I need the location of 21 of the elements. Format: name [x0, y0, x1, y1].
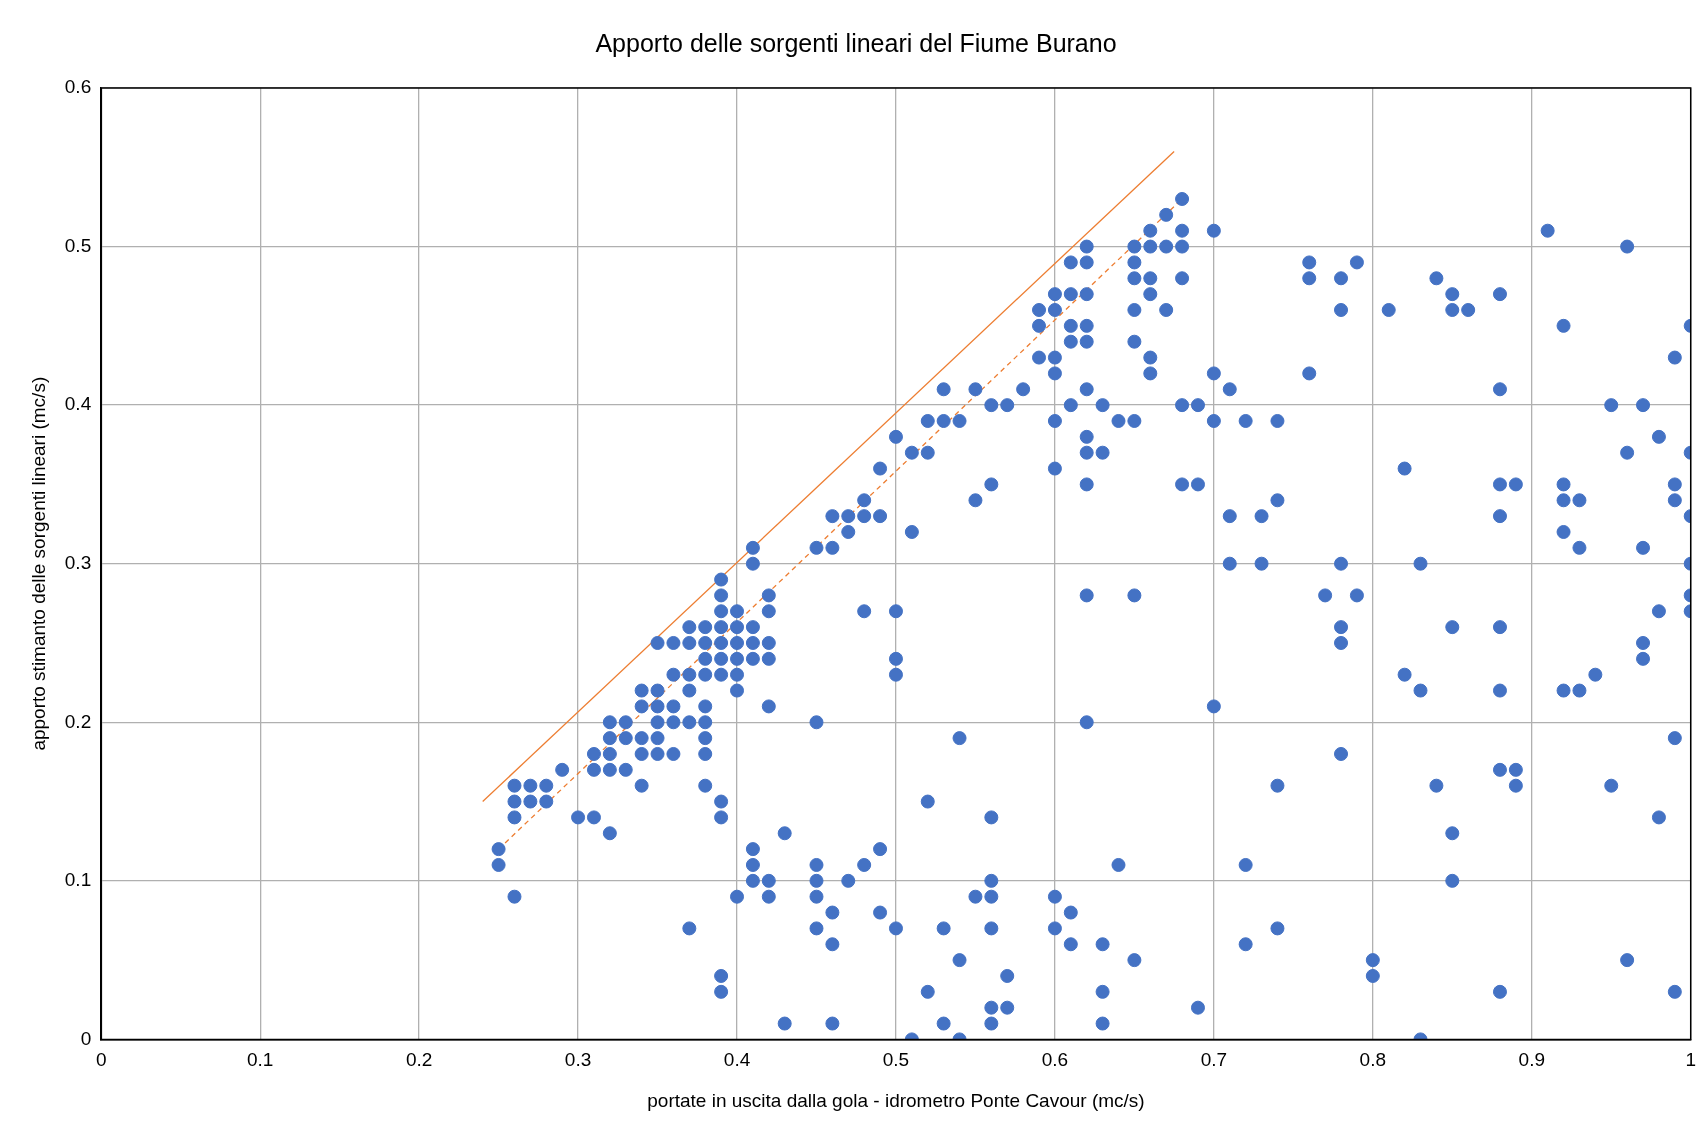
y-tick-label: 0.1 [64, 869, 92, 891]
y-tick-label: 0.6 [64, 76, 92, 98]
x-tick-label: 1 [1685, 1049, 1697, 1071]
y-axis-title: apporto stimanto delle sorgenti lineari (mc/s) [27, 376, 49, 751]
x-tick-label: 0.9 [1518, 1049, 1545, 1071]
x-tick-label: 0.5 [882, 1049, 910, 1071]
x-tick-label: 0.7 [1200, 1049, 1228, 1071]
x-tick-label: 0 [95, 1049, 107, 1071]
y-tick-label: 0.5 [64, 234, 92, 256]
y-tick-label: 0.3 [64, 551, 92, 573]
y-tick-label: 0 [80, 1027, 92, 1049]
x-tick-label: 0.8 [1359, 1049, 1387, 1071]
x-tick-label: 0.3 [564, 1049, 592, 1071]
x-tick-label: 0.2 [405, 1049, 433, 1071]
y-tick-label: 0.2 [64, 710, 92, 732]
x-tick-label: 0.4 [723, 1049, 751, 1071]
x-tick-label: 0.1 [246, 1049, 274, 1071]
x-tick-label: 0.6 [1041, 1049, 1069, 1071]
x-axis-title: portate in uscita dalla gola - idrometro Ponte Cavour (mc/s) [647, 1089, 1145, 1111]
chart-title: Apporto delle sorgenti lineari del Fiume Burano [595, 28, 1117, 57]
y-tick-label: 0.4 [64, 393, 92, 415]
